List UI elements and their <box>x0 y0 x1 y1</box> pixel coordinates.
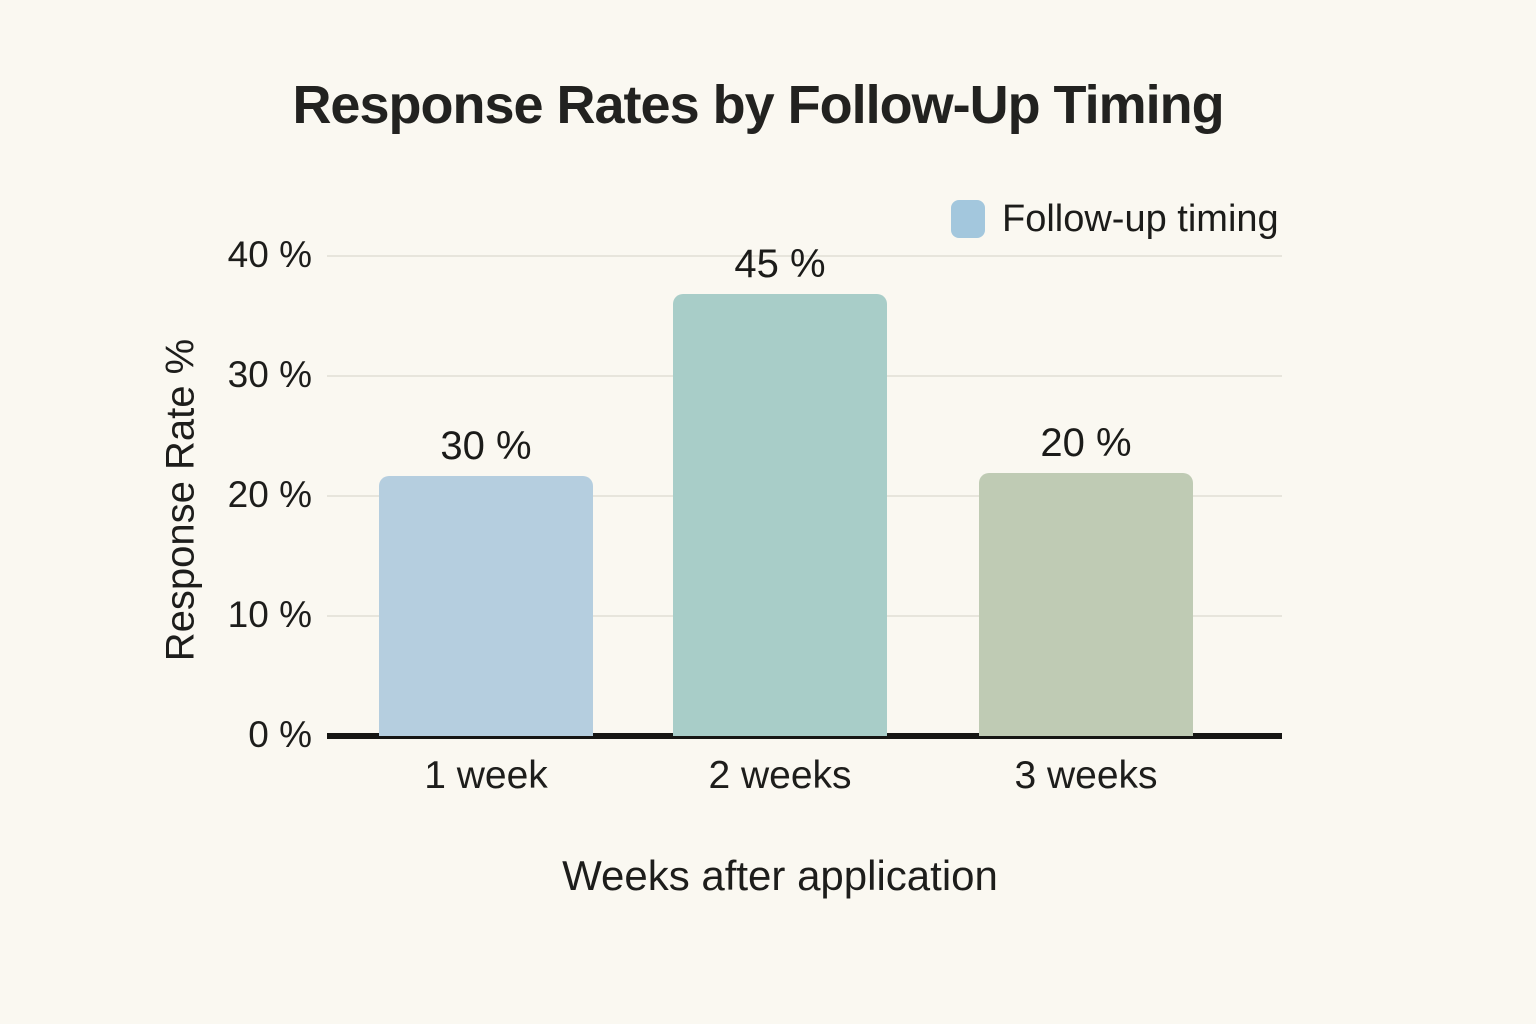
y-tick-label: 20 % <box>227 474 312 515</box>
chart-title: Response Rates by Follow-Up Timing <box>292 75 1224 135</box>
plot-area <box>327 255 1282 739</box>
bar-value-label: 30 % <box>440 424 532 468</box>
legend-swatch-icon <box>951 200 985 238</box>
bar-3-weeks <box>979 473 1193 736</box>
y-tick-label: 30 % <box>227 354 312 395</box>
y-tick-label: 40 % <box>227 234 312 275</box>
y-tick-label: 10 % <box>227 594 312 635</box>
bar-value-label: 45 % <box>734 242 826 286</box>
legend: Follow-up timing <box>951 196 1279 242</box>
x-tick-label: 2 weeks <box>708 754 852 797</box>
bar-2-weeks <box>673 294 887 736</box>
y-tick-label: 0 % <box>248 714 312 755</box>
bar-1-week <box>379 476 593 736</box>
x-axis-line <box>327 733 1282 739</box>
x-tick-label: 1 week <box>424 754 548 797</box>
gridline <box>327 255 1282 257</box>
x-tick-label: 3 weeks <box>1014 754 1158 797</box>
bar-value-label: 20 % <box>1040 421 1132 465</box>
x-axis-title: Weeks after application <box>562 852 998 899</box>
legend-label: Follow-up timing <box>1002 198 1279 240</box>
